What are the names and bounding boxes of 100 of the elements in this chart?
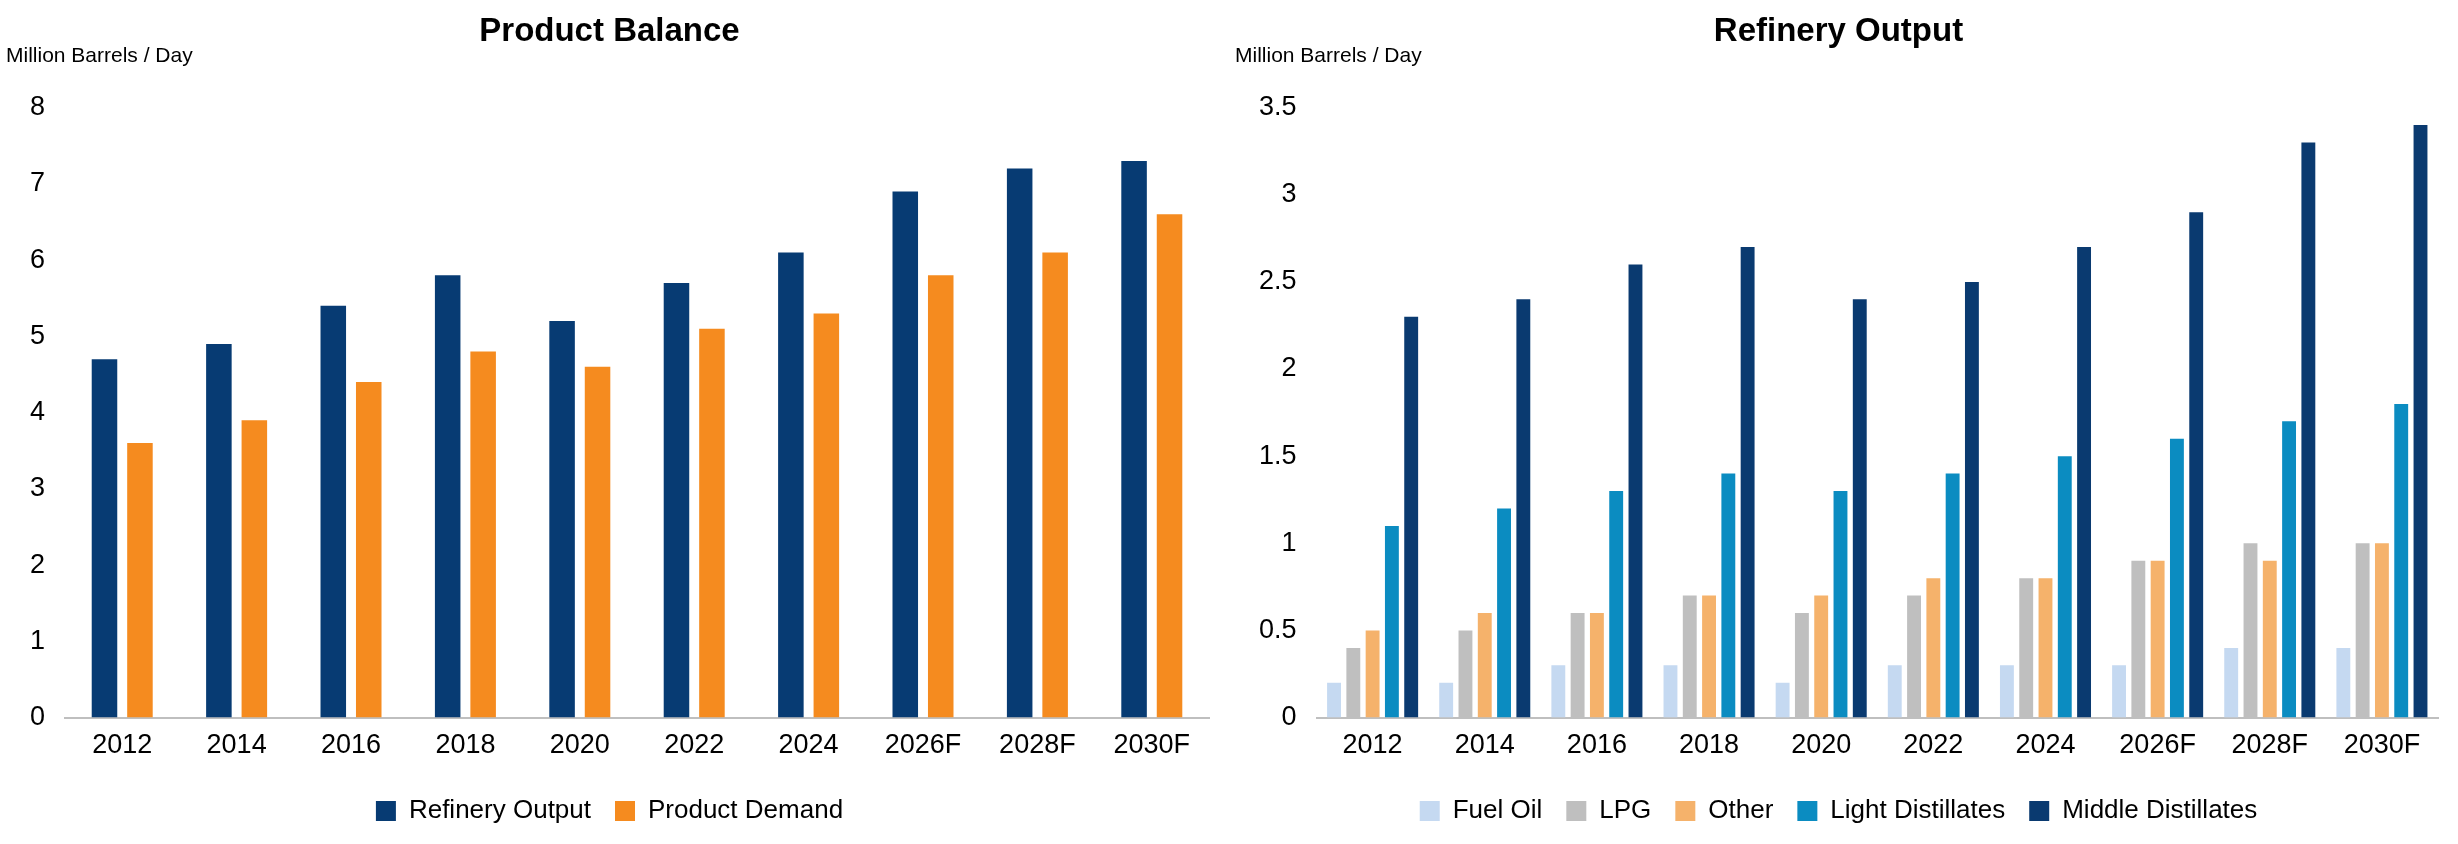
bar [91,359,118,718]
y-tick-label: 2 [29,548,46,579]
bar [1999,665,2014,718]
bar [1814,595,1829,718]
bar [2057,456,2072,718]
y-tick-label: 0 [1281,701,1297,732]
bar [549,321,575,718]
y-tick-label: 7 [29,167,46,198]
bar [1663,665,1678,718]
bar [1721,473,1736,718]
x-tick-label: 2022 [1903,729,1964,760]
y-tick-label: 2 [1281,352,1297,383]
bar [434,275,461,718]
x-tick-label: 2028F [2231,729,2309,760]
x-tick-label: 2016 [320,729,382,760]
bar [2374,543,2389,718]
bar [778,252,804,718]
bar [2282,421,2297,718]
bar [2262,560,2277,718]
x-tick-label: 2014 [1454,729,1515,760]
bar [1516,299,1531,718]
bar [1833,491,1848,718]
bar [1439,682,1454,718]
legend-label: Middle Distillates [2062,794,2258,825]
chart-title: Refinery Output [1713,10,1964,48]
bar [355,382,382,718]
x-tick-label: 2030F [2343,729,2421,760]
x-tick-label: 2020 [549,729,610,760]
y-tick-label: 1.5 [1258,439,1297,470]
bar [206,343,232,718]
bar [320,305,347,718]
x-tick-label: 2012 [92,729,153,760]
bar [2150,560,2165,718]
y-tick-label: 5 [29,319,46,350]
bar [241,420,268,718]
chart-title: Product Balance [479,10,740,48]
bar [2189,212,2204,718]
bar [2169,438,2184,718]
bar [1945,473,1960,718]
legend-label: Fuel Oil [1452,794,1543,825]
y-tick-label: 2.5 [1258,265,1297,296]
bar [1006,168,1033,718]
x-tick-label: 2022 [664,729,725,760]
bar [1852,299,1867,718]
bar [2413,125,2428,718]
bar [1365,630,1380,718]
bar [1775,682,1790,718]
x-tick-label: 2024 [778,729,839,760]
y-tick-label: 4 [29,396,46,427]
x-tick-label: 2018 [435,729,496,760]
bar [2336,647,2351,718]
y-tick-label: 6 [29,243,46,274]
bar [699,328,725,718]
bar [1156,214,1183,718]
bar [892,191,919,718]
bar [2301,142,2316,718]
bar [1121,160,1147,718]
bar [127,443,153,718]
y-tick-label: 3 [29,472,46,503]
x-tick-label: 2026F [2119,729,2196,760]
bar [2224,647,2239,718]
x-tick-label: 2020 [1791,729,1852,760]
bar [1887,665,1902,718]
bar [2112,665,2126,718]
legend-label: Light Distillates [1830,794,2006,825]
legend-label: Other [1708,794,1774,825]
bar [1551,665,1566,718]
y-axis-title: Million Barrels / Day [1235,42,1423,66]
y-tick-label: 1 [29,624,46,655]
bar [584,366,611,718]
bar [1964,281,1979,718]
bar [1384,525,1399,718]
legend-label: LPG [1599,794,1652,825]
x-tick-label: 2016 [1566,729,1627,760]
bar [1589,613,1604,718]
bar [1609,491,1624,718]
y-tick-label: 3 [1281,178,1297,209]
legend-label: Product Demand [647,794,844,825]
bar [1628,264,1643,718]
bar [663,282,690,718]
y-tick-label: 8 [29,91,46,122]
bar [1327,682,1341,718]
bar [2077,247,2092,718]
bar [1926,578,1941,718]
bar [1477,613,1492,718]
x-tick-label: 2018 [1679,729,1740,760]
bar [470,351,496,718]
bar [1042,252,1068,718]
x-tick-label: 2030F [1113,729,1191,760]
x-tick-label: 2028F [999,729,1076,760]
y-tick-label: 0 [29,701,46,732]
bar [927,275,954,718]
bar [2038,578,2053,718]
bar [1702,595,1716,718]
bar [2394,403,2409,718]
bar [1740,247,1755,718]
y-tick-label: 1 [1281,526,1297,557]
bar [1404,316,1419,718]
y-axis-title: Million Barrels / Day [6,42,194,66]
bar [813,313,840,718]
